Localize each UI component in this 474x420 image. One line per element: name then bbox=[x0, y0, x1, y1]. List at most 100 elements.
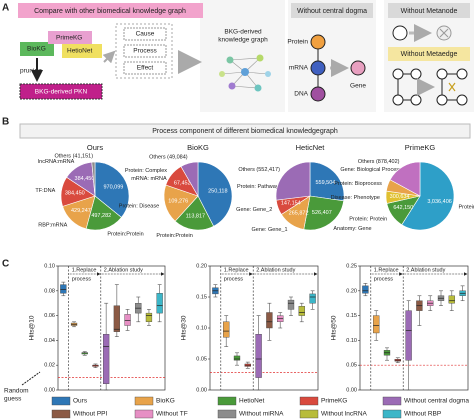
bracket bbox=[115, 23, 173, 79]
slice-label: Protein: Disease bbox=[119, 203, 159, 209]
legend-label: Without TF bbox=[156, 411, 188, 418]
kg-box bbox=[62, 44, 102, 58]
pie-slice bbox=[85, 195, 122, 231]
header: Without central dogma bbox=[297, 8, 367, 15]
pointer bbox=[21, 371, 41, 386]
slice-label: Gene: Gene_2 bbox=[236, 207, 272, 213]
value-label: 384,450 bbox=[65, 191, 85, 197]
value-label: 384,450 bbox=[75, 176, 95, 182]
plot-frame bbox=[57, 265, 166, 391]
y-tick-label: 0.08 bbox=[44, 288, 55, 294]
y-tick-label: 0.15 bbox=[196, 294, 207, 300]
value-label: 970,099 bbox=[103, 185, 123, 191]
node-box bbox=[123, 44, 167, 58]
pie-slice bbox=[91, 161, 96, 197]
pie-slice bbox=[174, 195, 215, 231]
box bbox=[124, 314, 131, 326]
dogma-label: Protein bbox=[287, 39, 308, 46]
box bbox=[145, 312, 153, 322]
process-node: Effect bbox=[137, 65, 154, 72]
legend-label: Without lncRNA bbox=[321, 411, 368, 418]
network-node bbox=[228, 82, 236, 90]
pie-slice bbox=[197, 161, 233, 227]
slice-label: Protein:Protein bbox=[156, 233, 192, 239]
legend-label: Without central dogma bbox=[404, 398, 469, 405]
section-bg bbox=[200, 0, 285, 112]
pkn: BKG-derived PKN bbox=[35, 89, 88, 96]
annotation: process bbox=[224, 276, 244, 282]
y-tick-label: 0.00 bbox=[346, 387, 357, 393]
box bbox=[233, 355, 241, 361]
dogma-label: mRNA bbox=[289, 65, 309, 72]
pie-title: HeticNet bbox=[296, 143, 326, 152]
cross bbox=[448, 82, 456, 92]
slice-label: Gene: Biological Process bbox=[340, 167, 402, 173]
value-label: 147,154 bbox=[281, 200, 301, 206]
pie-slice bbox=[401, 161, 455, 231]
box bbox=[309, 293, 316, 304]
process-node: Process bbox=[133, 48, 157, 55]
y-tick-label: 0.06 bbox=[44, 313, 55, 319]
pie-slice bbox=[309, 161, 345, 202]
value-label: 250,118 bbox=[208, 189, 227, 195]
network-node bbox=[226, 56, 234, 64]
box bbox=[266, 312, 273, 329]
y-axis-label: Hits@30 bbox=[181, 315, 188, 340]
value-label: 559,504 bbox=[315, 180, 335, 186]
slice-label: Protein: Anatomy bbox=[459, 205, 474, 211]
value-label: 67,452 bbox=[174, 180, 191, 186]
dogma-node bbox=[310, 86, 326, 102]
legend-swatch bbox=[51, 396, 71, 406]
y-tick-label: 0.00 bbox=[44, 387, 55, 393]
arrow bbox=[102, 50, 116, 64]
box bbox=[448, 295, 455, 304]
y-tick-label: 0.25 bbox=[346, 263, 357, 269]
slice-label: lncRNA:mRNA bbox=[38, 159, 75, 165]
pie-title: PrimeKG bbox=[405, 143, 436, 152]
slice-label: Disease: Phenotype bbox=[331, 195, 380, 201]
pie-title: BioKG bbox=[187, 143, 209, 152]
value-label: 265,872 bbox=[289, 210, 309, 216]
box bbox=[103, 334, 110, 385]
legend-swatch bbox=[382, 396, 402, 406]
value-label: 429,247 bbox=[71, 208, 91, 214]
kg-name: HetioNet bbox=[67, 48, 92, 55]
legend-swatch bbox=[299, 409, 319, 419]
dogma-node bbox=[310, 60, 326, 76]
slice-label: Anatomy: Gene bbox=[333, 226, 371, 232]
slice-label: Protein: Pathway bbox=[237, 184, 279, 190]
value-label: 526,407 bbox=[312, 210, 332, 216]
y-tick-label: 0.20 bbox=[196, 263, 207, 269]
box bbox=[287, 299, 295, 310]
y-tick-label: 0.10 bbox=[196, 325, 207, 331]
plot-frame bbox=[359, 265, 469, 391]
value-label: 3,036,406 bbox=[427, 199, 451, 205]
box bbox=[255, 334, 262, 378]
metaedge-graph bbox=[436, 68, 468, 106]
slice-label: Gene: Gene_1 bbox=[252, 227, 288, 233]
y-axis-label: Hits@10 bbox=[29, 315, 36, 340]
pkn-box bbox=[19, 83, 103, 100]
section-bg bbox=[288, 0, 376, 112]
slice-label: TF:DNA bbox=[35, 188, 55, 194]
slice-label: Others (878,402) bbox=[358, 159, 400, 165]
box bbox=[113, 305, 120, 332]
legend-swatch bbox=[217, 396, 237, 406]
annotation: 2.Ablation study bbox=[406, 267, 445, 273]
legend-label: Without miRNA bbox=[239, 411, 284, 418]
node-box bbox=[123, 61, 167, 75]
gene-label: Gene bbox=[350, 83, 366, 90]
legend-swatch bbox=[51, 409, 71, 419]
value-label: 109,276 bbox=[168, 199, 188, 205]
y-tick-label: 0.04 bbox=[44, 338, 55, 344]
box bbox=[60, 284, 67, 294]
box bbox=[156, 293, 163, 314]
kg-box bbox=[20, 42, 54, 56]
panel-label: C bbox=[2, 259, 9, 270]
legend-label: BioKG bbox=[156, 398, 175, 405]
legend-swatch bbox=[217, 409, 237, 419]
y-tick-label: 0.02 bbox=[44, 363, 55, 369]
derived-kg: BKG-derived bbox=[224, 29, 262, 36]
pie-slice bbox=[94, 161, 130, 218]
